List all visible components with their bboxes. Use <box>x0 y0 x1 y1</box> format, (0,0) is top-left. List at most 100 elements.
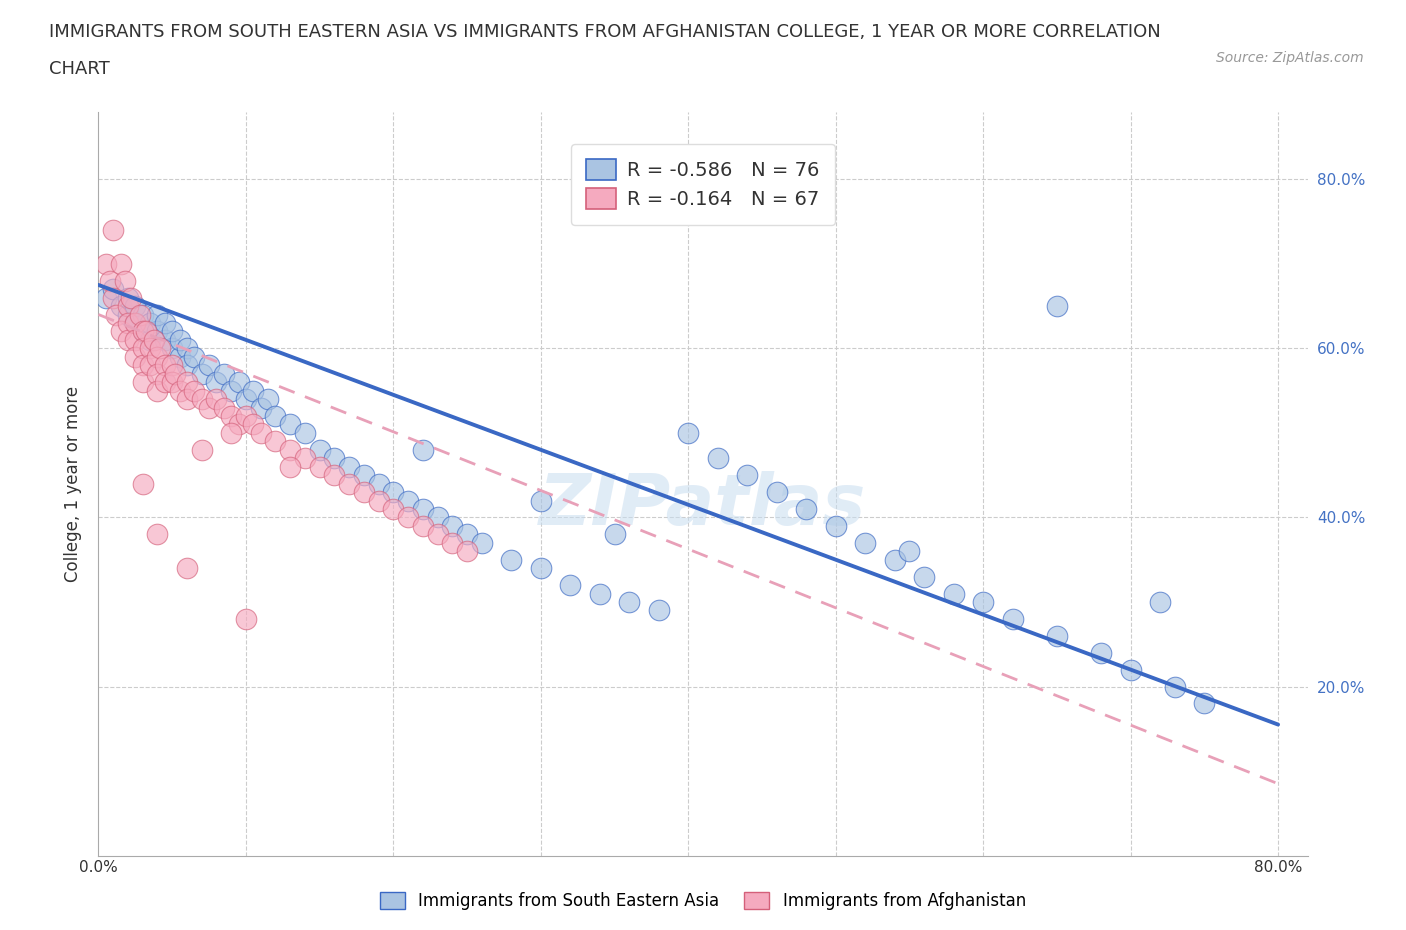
Point <box>198 400 221 415</box>
Point <box>131 307 153 322</box>
Point <box>765 485 787 499</box>
Point <box>308 459 330 474</box>
Point <box>160 341 183 356</box>
Point <box>153 315 176 330</box>
Point <box>706 451 728 466</box>
Point <box>412 443 434 458</box>
Point <box>942 586 965 601</box>
Point <box>603 527 626 542</box>
Point <box>441 536 464 551</box>
Point <box>110 257 132 272</box>
Point <box>323 451 346 466</box>
Y-axis label: College, 1 year or more: College, 1 year or more <box>65 386 83 581</box>
Point <box>794 501 817 516</box>
Point <box>117 307 139 322</box>
Point <box>1149 594 1171 609</box>
Text: ZIPatlas: ZIPatlas <box>540 472 866 540</box>
Point <box>353 485 375 499</box>
Legend: R = -0.586   N = 76, R = -0.164   N = 67: R = -0.586 N = 76, R = -0.164 N = 67 <box>571 143 835 225</box>
Point <box>278 443 301 458</box>
Point <box>249 425 271 440</box>
Point <box>219 408 242 423</box>
Point <box>353 468 375 483</box>
Point <box>501 552 523 567</box>
Point <box>146 366 169 381</box>
Point <box>131 358 153 373</box>
Point <box>205 392 228 406</box>
Point <box>124 332 146 347</box>
Point <box>176 392 198 406</box>
Point <box>294 425 316 440</box>
Point <box>530 561 553 576</box>
Point <box>176 375 198 390</box>
Point <box>131 324 153 339</box>
Point <box>94 290 117 305</box>
Point <box>190 392 212 406</box>
Point <box>131 476 153 491</box>
Point <box>101 282 124 297</box>
Point <box>183 383 205 398</box>
Point <box>169 332 191 347</box>
Point <box>124 299 146 313</box>
Point <box>912 569 935 584</box>
Point <box>101 222 124 237</box>
Point <box>382 485 405 499</box>
Point <box>153 375 176 390</box>
Point <box>146 307 169 322</box>
Point <box>169 350 191 365</box>
Point <box>153 332 176 347</box>
Point <box>264 408 287 423</box>
Point <box>264 434 287 449</box>
Point <box>1046 629 1069 644</box>
Point <box>105 307 128 322</box>
Point <box>128 307 150 322</box>
Point <box>972 594 994 609</box>
Point <box>735 468 758 483</box>
Point <box>131 375 153 390</box>
Point <box>1001 611 1024 626</box>
Point <box>131 324 153 339</box>
Point <box>149 341 172 356</box>
Point <box>456 544 478 559</box>
Point <box>117 290 139 305</box>
Point <box>471 536 494 551</box>
Point <box>190 366 212 381</box>
Point <box>117 315 139 330</box>
Point <box>212 400 235 415</box>
Point <box>120 290 142 305</box>
Text: IMMIGRANTS FROM SOUTH EASTERN ASIA VS IMMIGRANTS FROM AFGHANISTAN COLLEGE, 1 YEA: IMMIGRANTS FROM SOUTH EASTERN ASIA VS IM… <box>49 23 1161 41</box>
Point <box>146 324 169 339</box>
Point <box>441 518 464 533</box>
Point <box>235 392 257 406</box>
Point <box>98 273 121 288</box>
Point <box>648 603 671 618</box>
Point <box>110 324 132 339</box>
Point <box>824 518 846 533</box>
Point <box>853 536 876 551</box>
Point <box>367 493 389 508</box>
Point <box>294 451 316 466</box>
Point <box>396 493 419 508</box>
Point <box>257 392 280 406</box>
Text: Source: ZipAtlas.com: Source: ZipAtlas.com <box>1216 51 1364 65</box>
Point <box>228 375 250 390</box>
Point <box>412 518 434 533</box>
Point <box>160 358 183 373</box>
Text: CHART: CHART <box>49 60 110 78</box>
Point <box>337 459 360 474</box>
Point <box>278 417 301 432</box>
Point <box>124 315 146 330</box>
Point <box>124 315 146 330</box>
Point <box>139 332 162 347</box>
Point <box>249 400 271 415</box>
Point <box>165 366 187 381</box>
Point <box>1164 679 1187 694</box>
Point <box>589 586 612 601</box>
Point <box>160 324 183 339</box>
Point <box>678 425 700 440</box>
Point <box>1194 696 1216 711</box>
Point <box>619 594 641 609</box>
Point <box>139 358 162 373</box>
Point <box>176 358 198 373</box>
Point <box>396 510 419 525</box>
